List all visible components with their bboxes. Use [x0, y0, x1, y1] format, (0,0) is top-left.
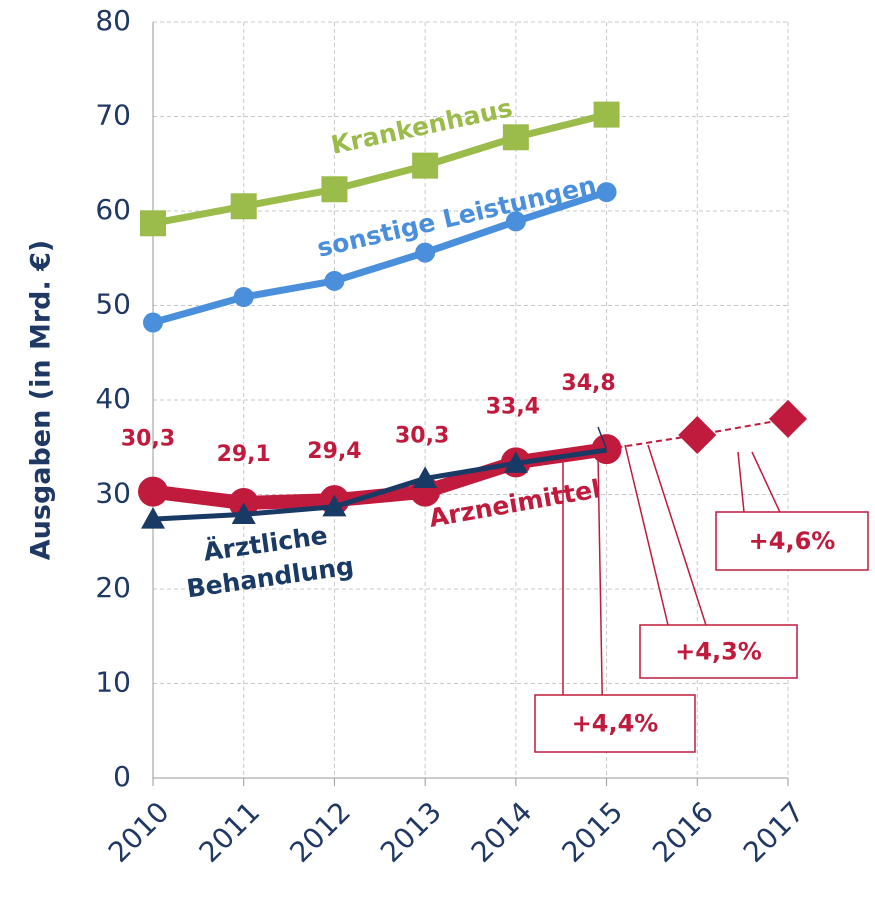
- marker: [233, 286, 254, 307]
- marker: [769, 399, 807, 438]
- callout-line: [737, 451, 745, 513]
- marker: [230, 193, 257, 220]
- y-tick-label: 70: [95, 99, 131, 132]
- x-tick-label: 2013: [374, 795, 448, 869]
- marker: [412, 152, 439, 179]
- series-line: [152, 188, 608, 326]
- marker: [140, 210, 166, 237]
- callout-line: [624, 444, 669, 626]
- marker: [596, 182, 617, 203]
- marker: [505, 211, 526, 232]
- y-tick-label: 60: [95, 193, 131, 226]
- marker: [591, 434, 622, 465]
- callout-line: [597, 454, 603, 696]
- y-tick-label: 30: [95, 477, 131, 510]
- annotation: +4,4%: [572, 710, 659, 738]
- marker: [413, 466, 438, 489]
- annotation: +4,6%: [749, 527, 836, 555]
- marker: [143, 312, 163, 333]
- y-tick-label: 10: [95, 666, 131, 699]
- marker: [502, 124, 529, 151]
- label-pointer: [597, 426, 607, 449]
- y-axis-label: Ausgaben (in Mrd. €): [26, 240, 57, 561]
- data-label: 33,4: [486, 394, 540, 419]
- marker: [678, 415, 717, 454]
- annotation-box: [639, 624, 798, 679]
- series-line: [152, 111, 608, 227]
- annotation: +4,3%: [675, 638, 762, 666]
- marker: [503, 451, 528, 473]
- x-tick-label: 2012: [283, 795, 357, 869]
- data-label: 34,8: [561, 371, 615, 396]
- marker: [415, 242, 436, 263]
- data-label: 30,3: [121, 427, 175, 452]
- y-tick-label: 50: [95, 288, 131, 321]
- x-tick-label: 2010: [102, 795, 176, 869]
- y-tick-label: 0: [113, 760, 131, 793]
- data-label: 29,4: [307, 439, 361, 464]
- marker: [321, 176, 348, 203]
- marker: [141, 507, 165, 529]
- series-line: [152, 447, 607, 522]
- annotation-box: [534, 694, 696, 753]
- x-tick-label: 2016: [646, 795, 720, 869]
- data-label: 29,1: [217, 442, 271, 467]
- marker: [138, 476, 168, 507]
- marker: [322, 494, 347, 517]
- x-tick-label: 2011: [193, 795, 267, 869]
- x-tick-label: 2017: [737, 795, 811, 869]
- series-label: ÄrztlicheBehandlung: [180, 517, 356, 604]
- callout-line: [647, 444, 707, 626]
- callout-line: [751, 451, 781, 513]
- y-tick-label: 20: [95, 571, 131, 604]
- marker: [324, 270, 345, 291]
- y-tick-label: 40: [95, 382, 131, 415]
- x-tick-label: 2014: [465, 795, 539, 869]
- annotation-box: [715, 511, 869, 571]
- marker: [231, 502, 256, 524]
- data-label: 30,3: [395, 424, 449, 449]
- x-tick-label: 2015: [555, 795, 629, 869]
- marker: [593, 101, 620, 128]
- y-tick-label: 80: [95, 4, 131, 37]
